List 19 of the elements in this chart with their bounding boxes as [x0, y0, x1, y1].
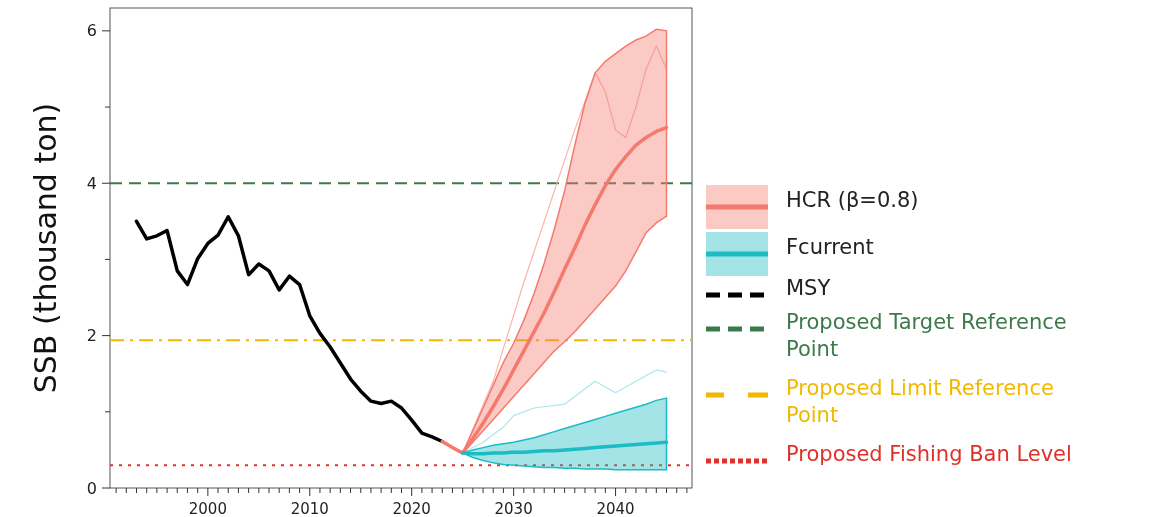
y-tick-label: 2 [86, 326, 97, 346]
legend-label: Proposed Target Reference Point [786, 310, 1067, 362]
ref-line-label: Proposed Fishing Ban Level [786, 442, 1072, 466]
x-tick-label: 2040 [596, 500, 635, 517]
y-tick-label: 4 [86, 173, 97, 193]
line-series [440, 125, 669, 455]
x-tick-label: 2030 [494, 500, 533, 517]
x-tick-label: 2000 [188, 500, 227, 517]
y-axis-title: SSB (thousand ton) [28, 102, 63, 394]
y-tick-label: 0 [86, 478, 97, 498]
legend-label: MSY [786, 276, 831, 300]
legend-label: HCR (β=0.8) [786, 188, 919, 212]
y-tick-label: 6 [86, 21, 97, 41]
line-series [460, 440, 669, 456]
x-tick-label: 2020 [392, 500, 431, 517]
legend-label: Fcurrent [786, 235, 874, 259]
legend-label: Proposed Limit Reference Point [786, 376, 1054, 428]
line-series [134, 215, 445, 444]
x-tick-label: 2010 [290, 500, 329, 517]
